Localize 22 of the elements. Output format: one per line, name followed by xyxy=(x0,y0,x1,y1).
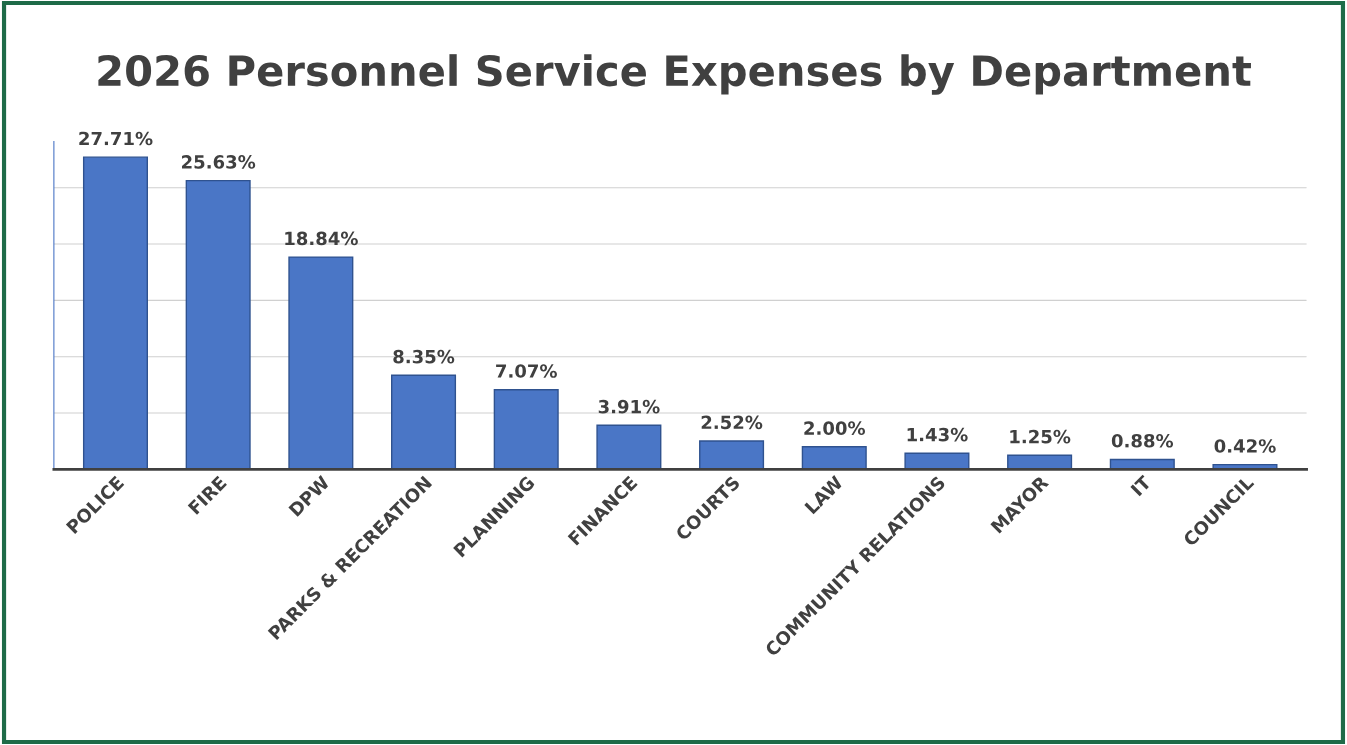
data-label: 2.00% xyxy=(804,421,865,435)
data-label: 8.35% xyxy=(393,349,455,364)
bar xyxy=(801,446,867,470)
x-tick-label: IT xyxy=(1130,474,1152,497)
bar xyxy=(185,179,251,470)
data-label: 0.42% xyxy=(1214,439,1276,453)
bar xyxy=(288,256,354,470)
bar xyxy=(82,156,149,470)
data-label: 27.71% xyxy=(79,131,153,146)
bar xyxy=(391,374,457,470)
data-label: 0.88% xyxy=(1111,433,1174,448)
bar xyxy=(699,440,765,470)
data-label: 1.43% xyxy=(907,427,968,442)
data-label: 25.63% xyxy=(182,155,256,169)
chart-title: 2026 Personnel Service Expenses by Department xyxy=(98,54,1251,95)
bar xyxy=(596,424,662,470)
data-label: 7.07% xyxy=(496,364,557,378)
data-label: 18.84% xyxy=(285,231,358,246)
data-label: 2.52% xyxy=(701,415,763,430)
bar xyxy=(493,389,559,470)
data-label: 1.25% xyxy=(1010,429,1071,444)
data-label: 3.91% xyxy=(598,399,660,414)
